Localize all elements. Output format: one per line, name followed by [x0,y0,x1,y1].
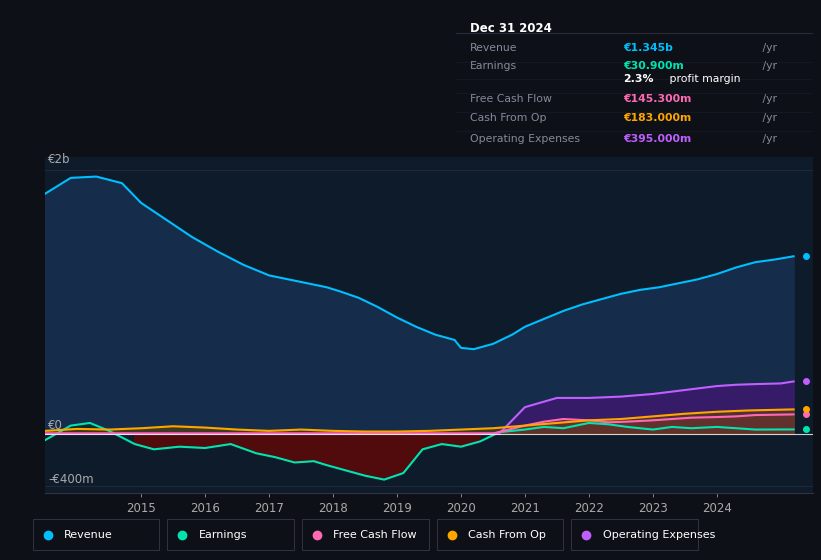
Text: Earnings: Earnings [199,530,247,539]
Text: Revenue: Revenue [470,43,517,53]
Text: profit margin: profit margin [667,74,741,85]
Text: Earnings: Earnings [470,61,517,71]
Text: Cash From Op: Cash From Op [470,113,547,123]
Text: Free Cash Flow: Free Cash Flow [333,530,417,539]
Text: Revenue: Revenue [64,530,112,539]
Text: Free Cash Flow: Free Cash Flow [470,94,552,104]
Text: /yr: /yr [759,94,777,104]
Text: €1.345b: €1.345b [623,43,673,53]
Text: /yr: /yr [759,43,777,53]
Text: Dec 31 2024: Dec 31 2024 [470,22,552,35]
Text: Operating Expenses: Operating Expenses [470,134,580,144]
Text: €183.000m: €183.000m [623,113,692,123]
Text: 2.3%: 2.3% [623,74,654,85]
Text: -€400m: -€400m [48,473,94,486]
Text: Operating Expenses: Operating Expenses [603,530,715,539]
Text: €395.000m: €395.000m [623,134,692,144]
Text: €30.900m: €30.900m [623,61,684,71]
Text: €2b: €2b [48,153,71,166]
Text: €145.300m: €145.300m [623,94,692,104]
Text: /yr: /yr [759,61,777,71]
Text: /yr: /yr [759,113,777,123]
Text: /yr: /yr [759,134,777,144]
Text: €0: €0 [48,419,63,432]
Text: Cash From Op: Cash From Op [468,530,546,539]
